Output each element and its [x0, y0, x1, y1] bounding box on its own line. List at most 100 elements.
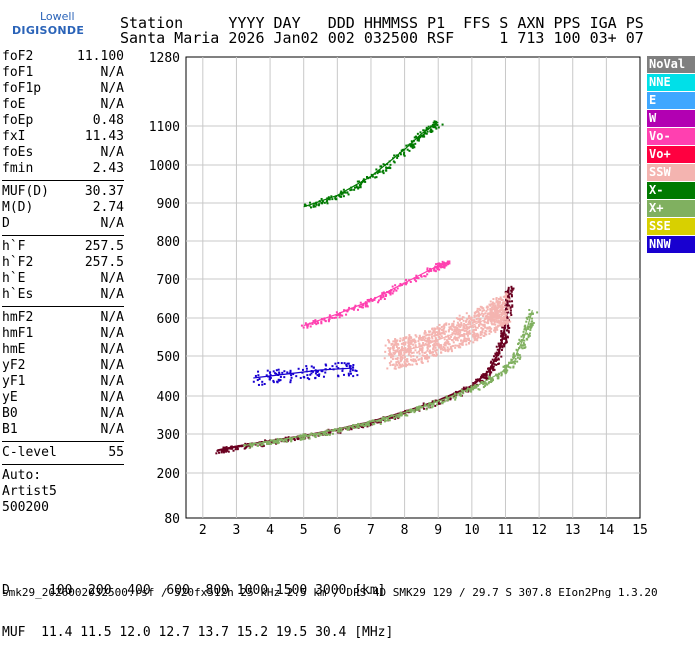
echo-dot	[479, 332, 482, 335]
echo-dot	[314, 319, 317, 322]
echo-dot	[424, 132, 427, 135]
echo-dot	[391, 345, 394, 348]
echo-dot	[347, 193, 350, 196]
echo-dot	[423, 407, 426, 410]
echo-dot	[510, 361, 513, 364]
echo-dot	[270, 439, 273, 442]
echo-dot	[394, 349, 397, 352]
echo-dot	[348, 306, 351, 309]
echo-dot	[448, 262, 451, 265]
echo-dot	[487, 312, 490, 315]
echo-dot	[435, 349, 438, 352]
echo-dot	[314, 377, 317, 380]
echo-dot	[435, 127, 438, 130]
echo-dot	[340, 362, 343, 365]
echo-dot	[478, 307, 481, 310]
echo-dot	[480, 333, 483, 336]
echo-dot	[472, 388, 475, 391]
echo-dot	[388, 417, 391, 420]
echo-dot	[490, 303, 493, 306]
echo-dot	[390, 416, 393, 419]
echo-dot	[389, 364, 392, 367]
echo-dot	[411, 146, 414, 149]
echo-dot	[312, 366, 315, 369]
echo-dot	[490, 312, 493, 315]
echo-dot	[440, 345, 443, 348]
echo-dot	[302, 438, 305, 441]
echo-dot	[407, 341, 410, 344]
param-row: h`F 257.5	[2, 239, 124, 255]
echo-dot	[450, 346, 453, 349]
echo-dot	[339, 431, 342, 434]
param-value: N/A	[100, 145, 124, 160]
echo-dot	[494, 307, 497, 310]
param-row: hmF1 N/A	[2, 326, 124, 342]
echo-dot	[521, 344, 524, 347]
autoscaling-info: Artist5	[2, 484, 57, 499]
echo-dot	[470, 388, 473, 391]
echo-dot	[359, 301, 362, 304]
legend-item: E	[647, 92, 695, 109]
echo-dot	[450, 335, 453, 338]
echo-dot	[393, 367, 396, 370]
echo-dot	[328, 433, 331, 436]
echo-dot	[400, 348, 403, 351]
echo-dot	[293, 439, 296, 442]
echo-dot	[490, 322, 493, 325]
echo-dot	[417, 340, 420, 343]
echo-dot	[318, 434, 321, 437]
echo-dot	[414, 334, 417, 337]
echo-dot	[314, 322, 317, 325]
echo-dot	[463, 329, 466, 332]
echo-dot	[454, 326, 457, 329]
echo-dot	[523, 339, 526, 342]
echo-dot	[441, 263, 444, 266]
echo-dot	[406, 358, 409, 361]
echo-dot	[439, 327, 442, 330]
echo-dot	[529, 322, 532, 325]
echo-dot	[492, 298, 495, 301]
echo-dot	[411, 363, 414, 366]
echo-dot	[443, 348, 446, 351]
echo-dot	[440, 326, 443, 329]
echo-dot	[411, 143, 414, 146]
echo-dot	[504, 290, 507, 293]
echo-dot	[364, 423, 367, 426]
echo-dot	[478, 318, 481, 321]
param-row: MUF(D) 30.37	[2, 184, 124, 200]
echo-dot	[441, 331, 444, 334]
echo-dot	[429, 352, 432, 355]
echo-dot	[499, 323, 502, 326]
echo-dot	[490, 320, 493, 323]
echo-dot	[479, 313, 482, 316]
echo-dot	[441, 260, 444, 263]
echo-dot	[431, 332, 434, 335]
echo-dot	[499, 313, 502, 316]
echo-dot	[476, 339, 479, 342]
echo-dot	[511, 304, 514, 307]
echo-dot	[407, 347, 410, 350]
echo-dot	[468, 314, 471, 317]
echo-dot	[308, 378, 311, 381]
echo-dot	[486, 306, 489, 309]
echo-dot	[421, 135, 424, 138]
echo-dot	[529, 323, 532, 326]
echo-dot	[444, 341, 447, 344]
echo-dot	[507, 319, 510, 322]
echo-dot	[433, 329, 436, 332]
echo-dot	[358, 184, 361, 187]
param-name: C-level	[2, 445, 57, 460]
echo-dot	[306, 435, 309, 438]
param-row: h`E N/A	[2, 271, 124, 287]
echo-dot	[409, 280, 412, 283]
echo-dot	[412, 144, 415, 147]
echo-dot	[505, 313, 508, 316]
echo-dot	[389, 353, 392, 356]
echo-dot	[503, 322, 506, 325]
echo-dot	[245, 445, 248, 448]
echo-dot	[399, 411, 402, 414]
echo-dot	[524, 346, 527, 349]
echo-dot	[458, 332, 461, 335]
echo-dot	[494, 352, 497, 355]
echo-dot	[420, 358, 423, 361]
